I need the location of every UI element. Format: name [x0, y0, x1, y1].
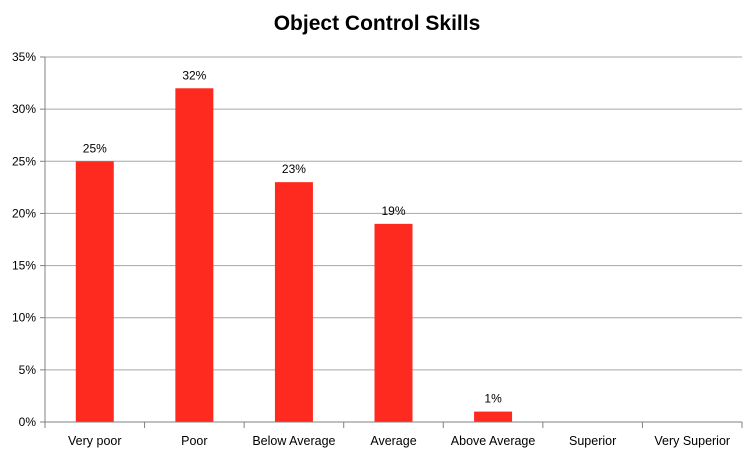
y-tick-label: 35%: [12, 50, 36, 64]
bar: [374, 223, 413, 422]
data-label: 25%: [83, 141, 107, 155]
x-tick-label: Average: [370, 434, 416, 448]
bars: [75, 88, 513, 423]
x-tick-label: Below Average: [252, 434, 335, 448]
data-label: 1%: [484, 392, 502, 406]
axes: 0% 5% 10% 15% 20% 25% 30% 35% Very poor Poor Below…: [12, 50, 743, 448]
y-tick-label: 30%: [12, 102, 36, 116]
y-tick-label: 25%: [12, 154, 36, 168]
chart-title: Object Control Skills: [273, 12, 481, 35]
x-tick-label: Superior: [569, 434, 616, 448]
bar: [75, 161, 114, 423]
data-label: 19%: [381, 204, 405, 218]
y-tick-label: 10%: [12, 311, 36, 325]
y-tick-label: 0%: [19, 415, 37, 429]
y-tick-label: 5%: [19, 363, 37, 377]
y-tick-label: 15%: [12, 259, 36, 273]
data-label: 32%: [182, 68, 206, 82]
y-tick-label: 20%: [12, 206, 36, 220]
x-tick-label: Above Average: [451, 434, 536, 448]
bar: [175, 88, 214, 423]
bar: [474, 411, 513, 422]
x-tick-label: Very Superior: [654, 434, 730, 448]
x-tick-label: Poor: [181, 434, 207, 448]
x-tick-label: Very poor: [68, 434, 122, 448]
data-labels: 25% 32% 23% 19% 1%: [83, 68, 502, 405]
bar: [274, 182, 313, 422]
data-label: 23%: [282, 162, 306, 176]
